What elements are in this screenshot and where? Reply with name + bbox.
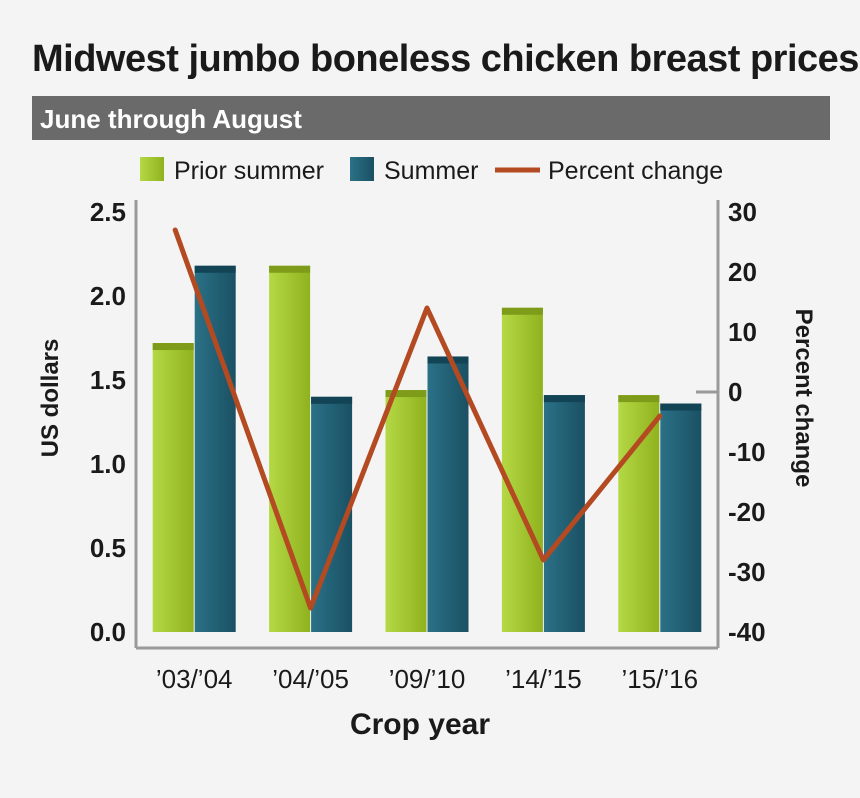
x-tick-label: ’09/’10 xyxy=(389,664,466,694)
prior-summer-bar-cap xyxy=(501,307,543,315)
y2-axis-label: Percent change xyxy=(790,309,817,488)
y2-tick-label: 20 xyxy=(728,257,757,287)
legend-swatch-summer xyxy=(350,157,374,181)
summer-bar xyxy=(427,356,469,632)
legend-label-percent-change: Percent change xyxy=(548,157,723,185)
y-tick-label: 1.0 xyxy=(90,449,126,479)
legend-label-prior-summer: Prior summer xyxy=(174,157,324,185)
subtitle-bar: June through August xyxy=(32,96,830,140)
y2-tick-label: -20 xyxy=(728,497,766,527)
x-tick-label: ’14/’15 xyxy=(505,664,582,694)
y-tick-label: 0.0 xyxy=(90,617,126,647)
y-tick-label: 2.5 xyxy=(90,197,126,227)
x-tick-label: ’04/’05 xyxy=(272,664,349,694)
summer-bar-cap xyxy=(543,395,585,403)
y-tick-label: 0.5 xyxy=(90,533,126,563)
percent-change-line-group xyxy=(172,227,663,611)
chart-title: Midwest jumbo boneless chicken breast pr… xyxy=(32,38,859,80)
prior-summer-bar-cap xyxy=(385,390,427,398)
legend: Prior summer Summer Percent change xyxy=(140,157,723,185)
chart-subtitle: June through August xyxy=(40,104,302,134)
prior-summer-bar xyxy=(618,395,660,632)
summer-bar-cap xyxy=(660,403,702,411)
bars: ’03/’04 ’04/’05 ’09/’10 ’14/’15 ’15/’16 xyxy=(152,265,702,694)
y2-tick-label: -30 xyxy=(728,557,766,587)
x-tick-label: ’15/’16 xyxy=(621,664,698,694)
y-tick-label: 2.0 xyxy=(90,281,126,311)
y2-tick-label: 10 xyxy=(728,317,757,347)
y2-tick-label: 30 xyxy=(728,197,757,227)
y2-tick-label: 0 xyxy=(728,377,742,407)
y2-tick-label: -40 xyxy=(728,617,766,647)
prior-summer-bar xyxy=(501,307,543,632)
y-tick-label: 1.5 xyxy=(90,365,126,395)
x-axis-label: Crop year xyxy=(350,708,490,741)
summer-bar xyxy=(194,265,236,632)
summer-bar xyxy=(660,403,702,632)
legend-swatch-prior-summer xyxy=(140,157,164,181)
prior-summer-bar-cap xyxy=(618,395,660,403)
axes: 0.0 0.5 1.0 1.5 2.0 2.5 -40 -30 -20 -10 0 10 20 30 xyxy=(90,197,766,650)
y-axis-label: US dollars xyxy=(37,339,64,458)
prior-summer-bar xyxy=(385,390,427,632)
legend-label-summer: Summer xyxy=(384,157,478,185)
summer-bar-cap xyxy=(427,356,469,364)
prior-summer-bar-cap xyxy=(269,265,311,273)
axis-labels: Crop year US dollars Percent change xyxy=(37,309,817,741)
x-tick-label: ’03/’04 xyxy=(156,664,233,694)
summer-bar-cap xyxy=(194,265,236,273)
prior-summer-bar-cap xyxy=(152,343,194,351)
percent-change-line xyxy=(172,227,663,611)
y2-tick-label: -10 xyxy=(728,437,766,467)
prior-summer-bar xyxy=(269,265,311,632)
prior-summer-bar xyxy=(152,343,194,632)
summer-bar-cap xyxy=(311,396,353,404)
